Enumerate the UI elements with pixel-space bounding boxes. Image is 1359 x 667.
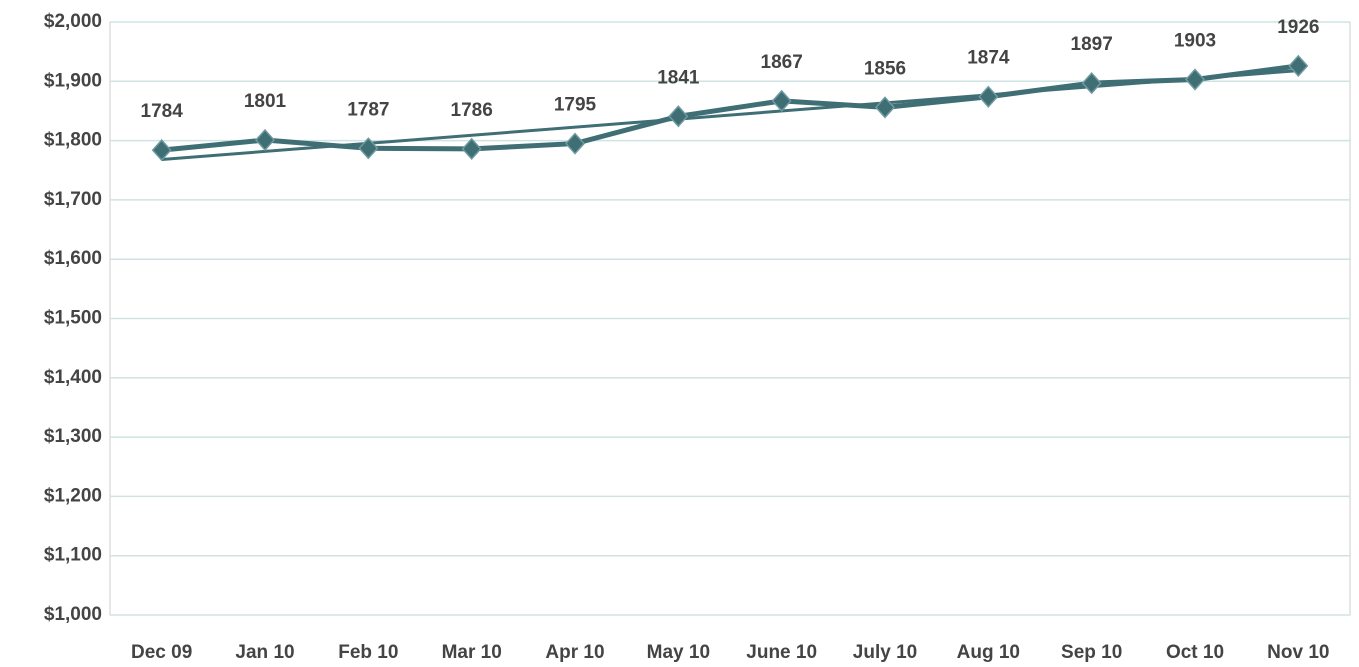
- data-label: 1786: [451, 100, 493, 121]
- marker: [668, 105, 689, 128]
- data-label: 1867: [761, 52, 803, 73]
- marker: [978, 85, 999, 108]
- y-tick-label: $1,700: [44, 189, 102, 210]
- x-tick-label: Oct 10: [1166, 642, 1224, 663]
- data-label: 1926: [1277, 17, 1319, 38]
- x-tick-label: Mar 10: [442, 642, 502, 663]
- x-tick-label: Feb 10: [338, 642, 398, 663]
- x-tick-label: Aug 10: [957, 642, 1020, 663]
- x-tick-label: Jan 10: [235, 642, 294, 663]
- marker: [1081, 71, 1102, 95]
- data-label: 1897: [1071, 34, 1113, 55]
- x-tick-label: June 10: [746, 642, 817, 663]
- marker: [1288, 54, 1309, 78]
- x-tick-label: July 10: [853, 642, 917, 663]
- data-label: 1841: [657, 67, 700, 88]
- y-tick-label: $1,300: [44, 426, 102, 447]
- marker: [461, 137, 482, 161]
- marker: [1184, 68, 1206, 91]
- data-label: 1903: [1174, 31, 1216, 52]
- marker: [564, 132, 586, 155]
- y-tick-label: $1,900: [44, 70, 102, 91]
- x-tick-label: May 10: [647, 642, 710, 663]
- marker: [151, 138, 172, 162]
- data-label: 1784: [141, 101, 184, 122]
- data-label: 1874: [967, 48, 1010, 69]
- y-tick-label: $1,100: [44, 545, 102, 566]
- marker: [771, 89, 792, 112]
- marker: [358, 137, 379, 160]
- marker: [254, 128, 276, 152]
- y-tick-label: $1,800: [44, 130, 102, 151]
- marker: [874, 96, 896, 119]
- data-label: 1787: [347, 99, 389, 120]
- x-tick-label: Dec 09: [131, 642, 192, 663]
- x-tick-label: Sep 10: [1061, 642, 1122, 663]
- data-label: 1856: [864, 58, 906, 79]
- data-label: 1795: [554, 95, 597, 116]
- x-tick-label: Apr 10: [545, 642, 604, 663]
- x-tick-label: Nov 10: [1267, 642, 1329, 663]
- data-line: [161, 63, 1299, 153]
- y-tick-label: $1,000: [44, 604, 102, 625]
- y-tick-label: $1,600: [44, 248, 102, 269]
- y-tick-label: $1,500: [44, 308, 102, 329]
- y-tick-label: $2,000: [44, 11, 102, 32]
- y-tick-label: $1,200: [44, 485, 102, 506]
- y-tick-label: $1,400: [44, 367, 102, 388]
- data-label: 1801: [244, 91, 287, 112]
